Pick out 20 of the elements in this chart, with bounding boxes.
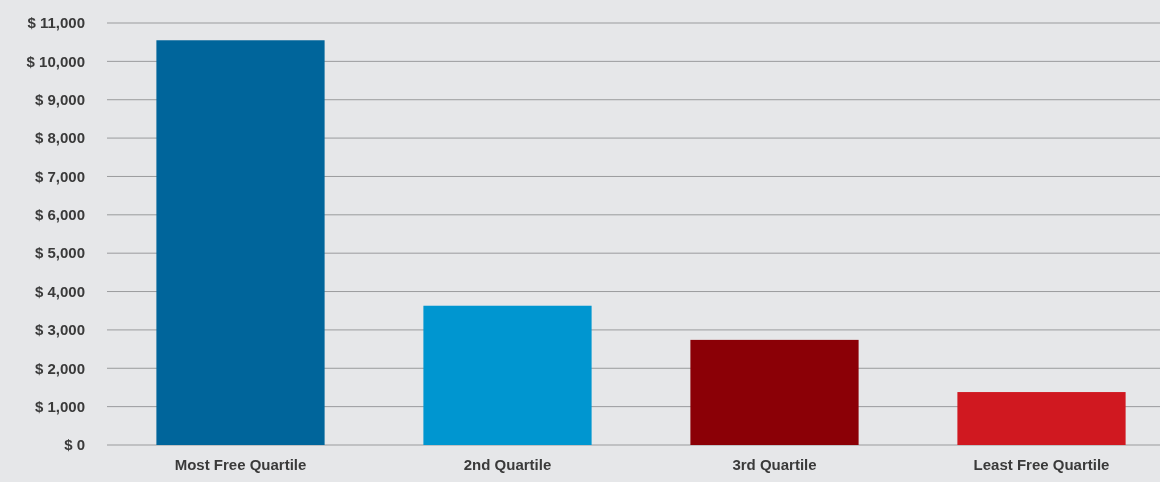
y-tick-label: $ 10,000 [26, 52, 85, 70]
bar [156, 40, 325, 445]
bar [690, 339, 859, 445]
y-tick-label: $ 5,000 [34, 244, 85, 262]
y-tick-label: $ 6,000 [34, 206, 85, 224]
y-tick-label: $ 7,000 [34, 167, 85, 185]
y-tick-label: $ 4,000 [34, 282, 85, 300]
y-tick-label: $ 1,000 [34, 397, 85, 415]
y-tick-label: $ 2,000 [34, 359, 85, 377]
x-tick-label: Least Free Quartile [973, 455, 1110, 473]
y-tick-label: $ 9,000 [34, 91, 85, 109]
x-tick-label: 2nd Quartile [463, 455, 552, 473]
y-tick-label: $ 0 [64, 436, 85, 454]
y-tick-label: $ 8,000 [34, 129, 85, 147]
bar [957, 392, 1126, 445]
bar [423, 305, 592, 445]
y-tick-label: $ 3,000 [34, 321, 85, 339]
x-tick-label: Most Free Quartile [174, 455, 307, 473]
y-tick-label: $ 11,000 [27, 14, 85, 32]
x-tick-label: 3rd Quartile [732, 455, 817, 473]
